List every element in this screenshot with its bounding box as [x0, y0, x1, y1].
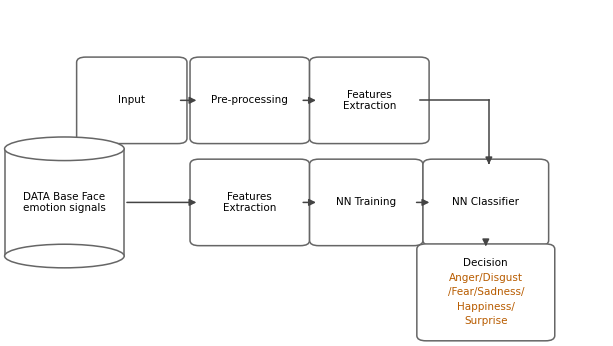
- FancyBboxPatch shape: [310, 57, 429, 144]
- Text: Surprise: Surprise: [464, 317, 508, 326]
- Text: Input: Input: [118, 95, 145, 105]
- FancyBboxPatch shape: [190, 159, 310, 246]
- Text: Pre-processing: Pre-processing: [211, 95, 288, 105]
- Text: Features
Extraction: Features Extraction: [223, 192, 276, 213]
- FancyBboxPatch shape: [310, 159, 423, 246]
- FancyBboxPatch shape: [77, 57, 187, 144]
- Text: DATA Base Face
emotion signals: DATA Base Face emotion signals: [23, 192, 106, 213]
- Ellipse shape: [4, 137, 124, 161]
- Text: Anger/Disgust: Anger/Disgust: [449, 273, 523, 283]
- FancyBboxPatch shape: [423, 159, 549, 246]
- Text: /Fear/Sadness/: /Fear/Sadness/: [447, 288, 524, 297]
- Text: Happiness/: Happiness/: [457, 302, 515, 312]
- Ellipse shape: [4, 244, 124, 268]
- Text: NN Classifier: NN Classifier: [452, 198, 519, 207]
- Text: NN Training: NN Training: [336, 198, 397, 207]
- FancyBboxPatch shape: [417, 244, 555, 341]
- Text: Decision: Decision: [463, 258, 508, 268]
- FancyBboxPatch shape: [190, 57, 310, 144]
- Ellipse shape: [4, 137, 124, 161]
- Text: Features
Extraction: Features Extraction: [343, 90, 396, 111]
- Bar: [4, 149, 124, 256]
